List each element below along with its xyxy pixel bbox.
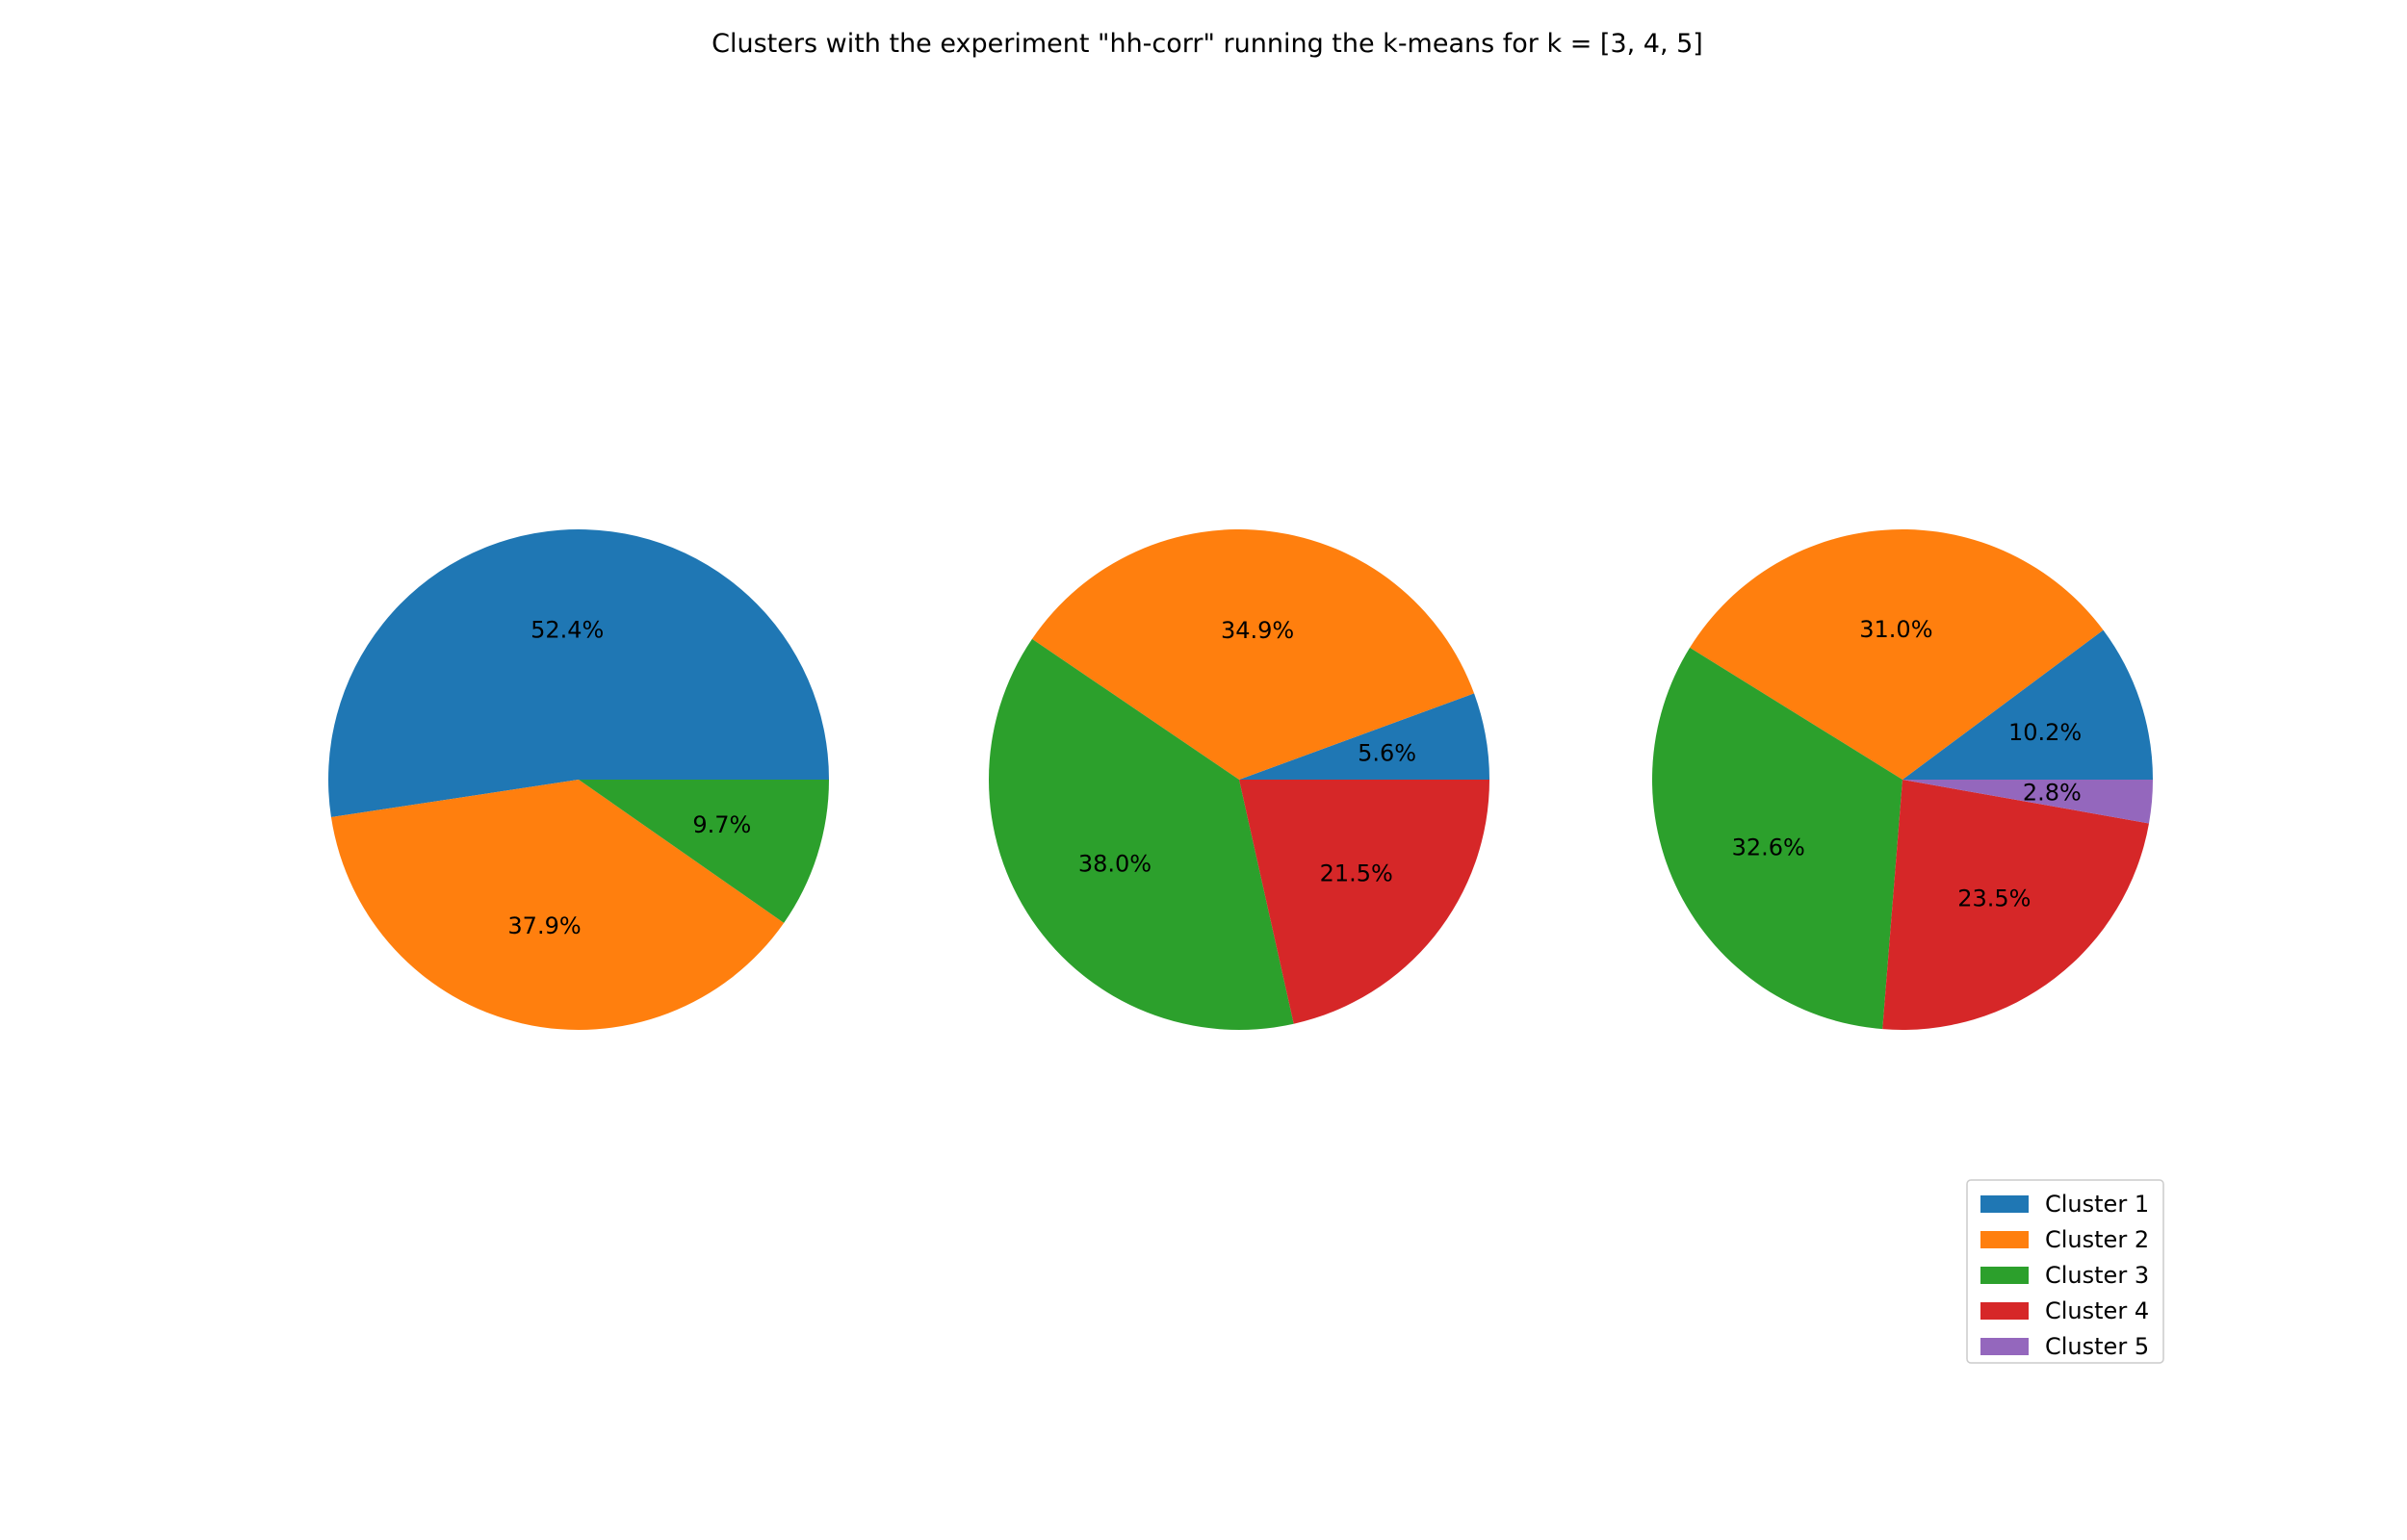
pie-2-label-cluster-4: 23.5%: [1957, 885, 2031, 911]
legend-label-cluster-4: Cluster 4: [2045, 1297, 2149, 1324]
pie-2-label-cluster-3: 32.6%: [1732, 834, 1805, 860]
pie-2-slice-cluster-2: [1690, 529, 2104, 780]
pie-1-label-cluster-2: 34.9%: [1221, 617, 1294, 644]
pie-1-slice-cluster-4: [1239, 780, 1489, 1024]
legend-label-cluster-5: Cluster 5: [2045, 1333, 2149, 1360]
chart-title: Clusters with the experiment "hh-corr" r…: [712, 29, 1703, 59]
legend-swatch-cluster-1: [1980, 1195, 2029, 1213]
pie-1-slice-cluster-1: [1239, 693, 1489, 780]
pie-2-slice-cluster-4: [1882, 780, 2149, 1030]
legend-label-cluster-1: Cluster 1: [2045, 1191, 2149, 1218]
pie-chart-k4: 5.6% 34.9% 38.0% 21.5%: [989, 529, 1489, 1031]
pie-1-label-cluster-3: 38.0%: [1078, 851, 1152, 878]
legend-swatch-cluster-5: [1980, 1338, 2029, 1355]
legend-swatch-cluster-3: [1980, 1267, 2029, 1284]
pie-2-slice-cluster-5: [1902, 780, 2153, 824]
pie-0-slice-cluster-3: [579, 780, 829, 923]
pie-chart-k3: 52.4% 37.9% 9.7%: [328, 528, 829, 1030]
legend-swatch-cluster-2: [1980, 1231, 2029, 1248]
pie-1-label-cluster-1: 5.6%: [1358, 740, 1416, 767]
pie-1-label-cluster-4: 21.5%: [1320, 860, 1393, 887]
pie-2-label-cluster-1: 10.2%: [2008, 719, 2082, 746]
pie-0-slice-cluster-1: [328, 528, 829, 818]
pie-2-label-cluster-2: 31.0%: [1859, 616, 1932, 643]
pie-0-label-cluster-3: 9.7%: [692, 811, 751, 838]
pie-1-slice-cluster-2: [1031, 529, 1475, 780]
pie-2-label-cluster-5: 2.8%: [2023, 780, 2082, 807]
pie-0-slice-cluster-2: [330, 780, 785, 1030]
pie-0-label-cluster-2: 37.9%: [507, 912, 581, 939]
pie-2-slice-cluster-3: [1652, 647, 1902, 1030]
legend-label-cluster-2: Cluster 2: [2045, 1226, 2149, 1253]
pie-chart-k5: 10.2% 31.0% 32.6% 23.5% 2.8%: [1652, 529, 2153, 1030]
legend: Cluster 1 Cluster 2 Cluster 3 Cluster 4 Clus…: [1966, 1179, 2164, 1364]
pie-1-slice-cluster-3: [989, 638, 1294, 1031]
legend-label-cluster-3: Cluster 3: [2045, 1262, 2149, 1289]
pie-2-slice-cluster-1: [1902, 629, 2153, 780]
legend-swatch-cluster-4: [1980, 1302, 2029, 1320]
pie-0-label-cluster-1: 52.4%: [531, 616, 604, 643]
